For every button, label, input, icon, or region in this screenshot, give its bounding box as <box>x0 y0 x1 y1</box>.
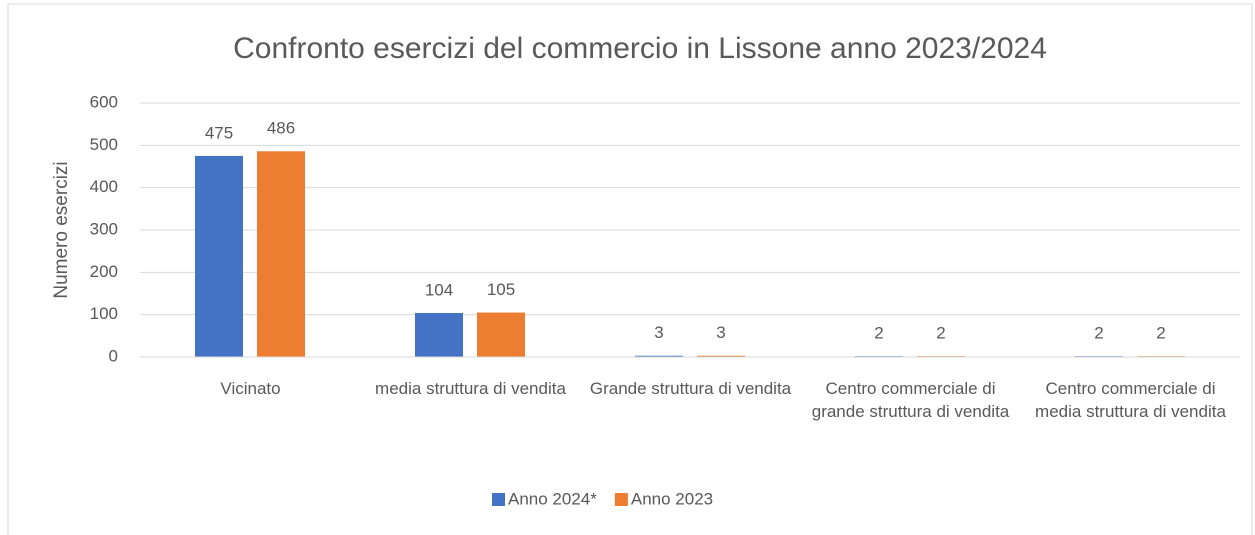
bar <box>477 312 525 357</box>
data-label: 2 <box>936 324 945 343</box>
bar <box>257 151 305 357</box>
y-tick-label: 0 <box>109 346 118 365</box>
legend-label: Anno 2024* <box>508 489 597 508</box>
bar <box>635 355 683 357</box>
legend-swatch <box>614 493 628 506</box>
data-label: 104 <box>425 280 453 299</box>
data-label: 3 <box>654 323 663 342</box>
y-tick-label: 200 <box>90 262 118 281</box>
y-axis-label: Numero esercizi <box>51 161 72 298</box>
y-tick-label: 500 <box>90 135 118 154</box>
y-tick-label: 300 <box>90 219 118 238</box>
data-label: 486 <box>267 119 295 138</box>
bar <box>415 312 463 357</box>
chart-title: Confronto esercizi del commercio in Liss… <box>233 32 1047 65</box>
data-label: 475 <box>205 123 233 142</box>
bar <box>195 155 243 357</box>
data-label: 2 <box>874 324 883 343</box>
x-tick-label: Vicinato <box>220 379 281 398</box>
legend-label: Anno 2023 <box>631 489 713 508</box>
x-tick-label: Centro commerciale di media struttura di… <box>1035 379 1226 421</box>
x-tick-label: media struttura di vendita <box>375 379 566 398</box>
y-tick-label: 600 <box>90 92 118 111</box>
x-tick-label: Centro commerciale di grande struttura d… <box>811 379 1010 421</box>
data-label: 3 <box>716 323 725 342</box>
data-label: 2 <box>1156 324 1165 343</box>
chart-border <box>7 3 1253 535</box>
data-label: 2 <box>1094 324 1103 343</box>
x-tick-label: Grande struttura di vendita <box>589 379 792 398</box>
y-tick-label: 100 <box>90 304 118 323</box>
data-label: 105 <box>487 280 515 299</box>
legend-swatch <box>492 493 505 506</box>
bar <box>697 355 745 357</box>
y-tick-label: 400 <box>90 177 118 196</box>
